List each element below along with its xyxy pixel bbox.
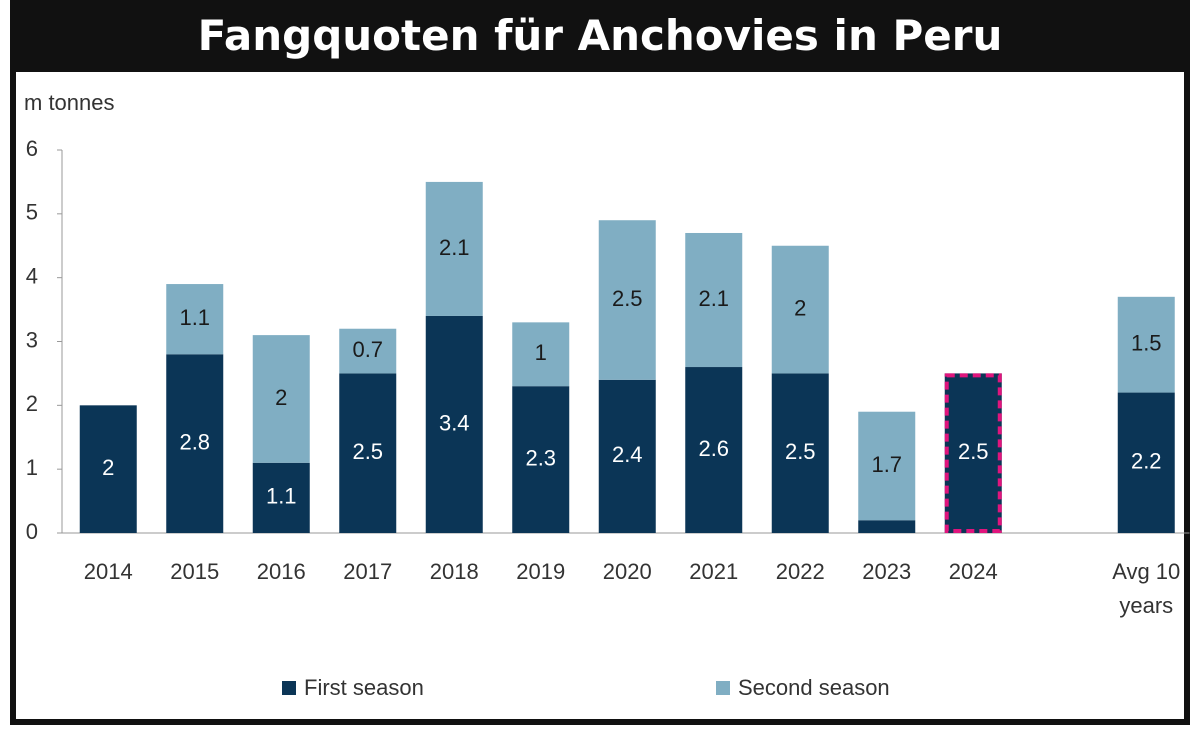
data-label: 0.7 [352,337,383,362]
y-tick-label: 2 [26,391,38,416]
x-tick-label: 2023 [862,559,912,584]
bar-segment [166,354,224,533]
bar-segment [685,367,743,533]
bar-segment [79,405,137,533]
x-tick-label: 2019 [516,559,566,584]
data-label: 1.1 [266,484,297,509]
bar-segment [425,181,483,316]
legend-swatch [716,681,730,695]
data-label: 2.5 [958,439,989,464]
y-tick-label: 1 [26,455,38,480]
bar-segment [858,411,916,521]
x-tick-label: 2021 [689,559,739,584]
data-label: 2.5 [612,286,643,311]
data-label: 2.6 [698,436,729,461]
bar-segment [166,284,224,355]
bar-segment [685,232,743,368]
bar-segment [858,520,916,533]
y-tick-label: 0 [26,519,38,544]
x-tick-label: 2015 [170,559,220,584]
legend-label: Second season [738,675,890,700]
data-label: 2.1 [439,235,470,260]
data-label: 1.1 [179,305,210,330]
data-label: 1 [535,340,547,365]
bar-segment [598,379,656,533]
data-label: 2.8 [179,429,210,454]
chart-title: Fangquoten für Anchovies in Peru [10,0,1190,72]
x-tick-label: 2022 [775,559,825,584]
bar-segment [1117,296,1175,393]
frame [10,0,1190,725]
x-tick-label: 2024 [948,559,998,584]
y-tick-label: 6 [26,136,38,161]
x-tick-label: 2014 [83,559,133,584]
y-tick-label: 5 [26,200,38,225]
data-label: 2.5 [352,439,383,464]
bar-segment [512,386,570,533]
bar-segment [252,335,310,463]
data-label: 2 [275,385,287,410]
x-tick-label: 2020 [602,559,652,584]
data-label: 1.5 [1131,331,1162,356]
x-tick-label: 2016 [256,559,306,584]
legend-label: First season [304,675,424,700]
bar-segment [339,328,397,374]
x-tick-label: 2017 [343,559,393,584]
data-label: 2.1 [698,286,729,311]
data-label: 2.4 [612,442,643,467]
x-tick-label: 2018 [429,559,479,584]
bar-segment [944,373,1002,533]
data-label: 2 [794,295,806,320]
y-tick-label: 4 [26,263,38,288]
data-label: 2.2 [1131,449,1162,474]
bar-segment [339,373,397,533]
highlight-outline [944,373,1002,533]
data-label: 3.4 [439,410,470,435]
data-label: 2.3 [525,445,556,470]
bar-segment [425,315,483,533]
bar-segment [1117,392,1175,533]
y-tick-label: 3 [26,327,38,352]
bar-segment [771,373,829,533]
data-label: 1.7 [871,452,902,477]
bar-segment [512,322,570,387]
bar-segment [252,462,310,533]
y-axis-label: m tonnes [24,90,115,115]
legend-swatch [282,681,296,695]
data-label: 2.5 [785,439,816,464]
bar-segment [598,220,656,380]
x-tick-label: Avg 10 years [1112,559,1181,618]
data-label: 2 [102,455,114,480]
bar-segment [771,245,829,374]
